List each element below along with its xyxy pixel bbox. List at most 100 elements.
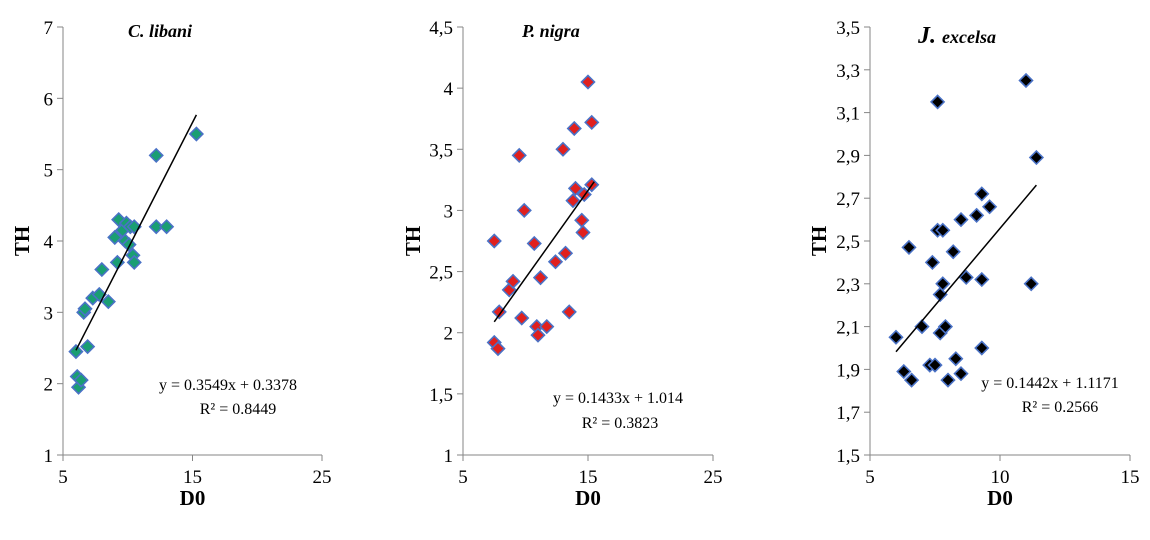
chart-1-data-point — [94, 261, 110, 278]
chart-2-data-point — [565, 193, 581, 209]
chart-3-y-tick-label: 3,5 — [836, 18, 860, 39]
chart-2-data-point — [516, 202, 532, 219]
chart-3-data-point — [953, 211, 969, 228]
chart-3-y-tick-label: 3,1 — [836, 104, 860, 125]
chart-3-y-tick-label: 1,5 — [836, 446, 860, 467]
chart-1-data-point — [148, 147, 164, 164]
chart-2-data-point — [580, 74, 596, 90]
chart-2-data-point — [566, 120, 582, 137]
chart-1-y-tick-label: 4 — [44, 232, 54, 253]
chart-3-data-point — [914, 318, 930, 335]
chart-3-data-point — [968, 207, 985, 223]
chart-1-data-point — [73, 372, 89, 388]
chart-1-data-point — [109, 254, 126, 271]
chart-3-data-point — [935, 222, 951, 238]
chart-2-data-point — [555, 141, 571, 157]
chart-3-x-tick-label: 15 — [1121, 467, 1140, 488]
chart-3-data-point — [974, 340, 990, 356]
chart-1-y-tick-label: 5 — [44, 161, 54, 182]
chart-2-y-tick-label: 4,5 — [429, 18, 453, 39]
chart-1-data-point — [77, 301, 93, 317]
chart-3-trendline — [895, 184, 1037, 353]
chart-1-y-tick-label: 2 — [44, 375, 54, 396]
chart-1-data-point — [158, 219, 175, 235]
chart-3-data-point — [903, 372, 920, 388]
chart-2-x-tick-label: 15 — [579, 467, 598, 488]
chart-3-y-tick-label: 2,7 — [836, 189, 860, 210]
chart-1-data-point — [188, 126, 205, 142]
chart-2-data-point — [511, 147, 527, 164]
chart-3-y-axis-title: TH — [807, 226, 831, 256]
chart-2-y-tick-label: 1 — [444, 446, 454, 467]
chart-1-data-point — [68, 343, 84, 360]
chart-3-data-point — [924, 254, 941, 271]
chart-2-x-axis-title: D0 — [575, 486, 601, 510]
chart-1-data-point — [126, 254, 142, 271]
chart-3-x-tick-label: 5 — [865, 467, 875, 488]
chart-3-x-tick-label: 10 — [991, 467, 1010, 488]
chart-1-r-squared: R² = 0.8449 — [200, 401, 277, 418]
chart-3-data-point — [929, 94, 946, 110]
chart-2-data-point — [530, 327, 546, 343]
chart-3-y-tick-label: 2,9 — [836, 146, 860, 167]
chart-1-equation: y = 0.3549x + 0.3378 — [159, 377, 297, 394]
chart-1-x-tick-label: 25 — [313, 467, 332, 488]
chart-3-data-point — [935, 276, 951, 292]
chart-3-data-point — [937, 318, 954, 335]
chart-3-data-point — [981, 199, 998, 215]
chart-3-data-point — [927, 357, 943, 373]
chart-2-r-squared: R² = 0.3823 — [582, 415, 659, 432]
chart-1-title: C. libani — [128, 21, 192, 41]
chart-3-data-point — [1028, 149, 1045, 166]
chart-2-data-point — [490, 340, 506, 357]
chart-2-data-point — [486, 233, 502, 249]
chart-1-y-axis-title: TH — [10, 226, 34, 256]
chart-2-x-tick-label: 25 — [704, 467, 723, 488]
chart-2-data-point — [557, 245, 574, 261]
chart-2-data-point — [547, 254, 564, 270]
chart-1-y-tick-label: 1 — [44, 446, 54, 467]
chart-2-y-tick-label: 4 — [444, 79, 454, 100]
chart-1-y-tick-label: 3 — [44, 303, 54, 324]
chart-2-data-point — [584, 114, 600, 131]
chart-3-y-tick-label: 3,3 — [836, 61, 860, 82]
chart-3-y-tick-label: 1,7 — [836, 403, 860, 424]
chart-1-x-tick-label: 15 — [183, 467, 202, 488]
chart-3-data-point — [953, 366, 969, 382]
chart-2-data-point — [505, 273, 521, 289]
chart-3-data-point — [948, 351, 964, 367]
chart-2-data-point — [514, 310, 530, 326]
chart-2-data-point — [574, 212, 590, 228]
chart-1-y-tick-label: 7 — [44, 18, 54, 39]
chart-1-trendline — [75, 114, 198, 351]
chart-2-y-tick-label: 3,5 — [429, 140, 453, 161]
chart-2-y-axis-title: TH — [401, 226, 425, 256]
chart-3-y-tick-label: 2,3 — [836, 275, 860, 296]
chart-2-title: P. nigra — [521, 21, 580, 41]
chart-3-data-point — [1023, 276, 1039, 292]
chart-1-y-tick-label: 6 — [44, 89, 54, 110]
chart-2-data-point — [575, 224, 591, 241]
chart-3-data-point — [945, 244, 961, 260]
chart-3-data-point — [901, 239, 917, 256]
chart-1-x-axis-title: D0 — [180, 486, 206, 510]
chart-1-data-point — [148, 219, 164, 235]
chart-3-title: J. excelsa — [917, 23, 996, 49]
chart-3-r-squared: R² = 0.2566 — [1022, 399, 1099, 416]
chart-3-y-tick-label: 2,1 — [836, 318, 860, 339]
chart-2-data-point — [561, 304, 577, 320]
chart-3-data-point — [974, 186, 990, 202]
chart-3-data-point — [958, 269, 974, 286]
chart-3-data-point — [896, 363, 912, 380]
chart-2-trendline — [493, 181, 595, 323]
chart-3-y-tick-label: 1,9 — [836, 360, 860, 381]
chart-2-data-point — [539, 318, 555, 335]
chart-3-y-tick-label: 2,5 — [836, 232, 860, 253]
chart-2-y-tick-label: 3 — [444, 201, 454, 222]
chart-3-x-axis-title: D0 — [987, 486, 1013, 510]
chart-3-equation: y = 0.1442x + 1.1171 — [981, 375, 1118, 392]
chart-2-y-tick-label: 2 — [444, 324, 454, 345]
chart-2-x-tick-label: 5 — [458, 467, 468, 488]
chart-3-data-point — [974, 271, 990, 288]
